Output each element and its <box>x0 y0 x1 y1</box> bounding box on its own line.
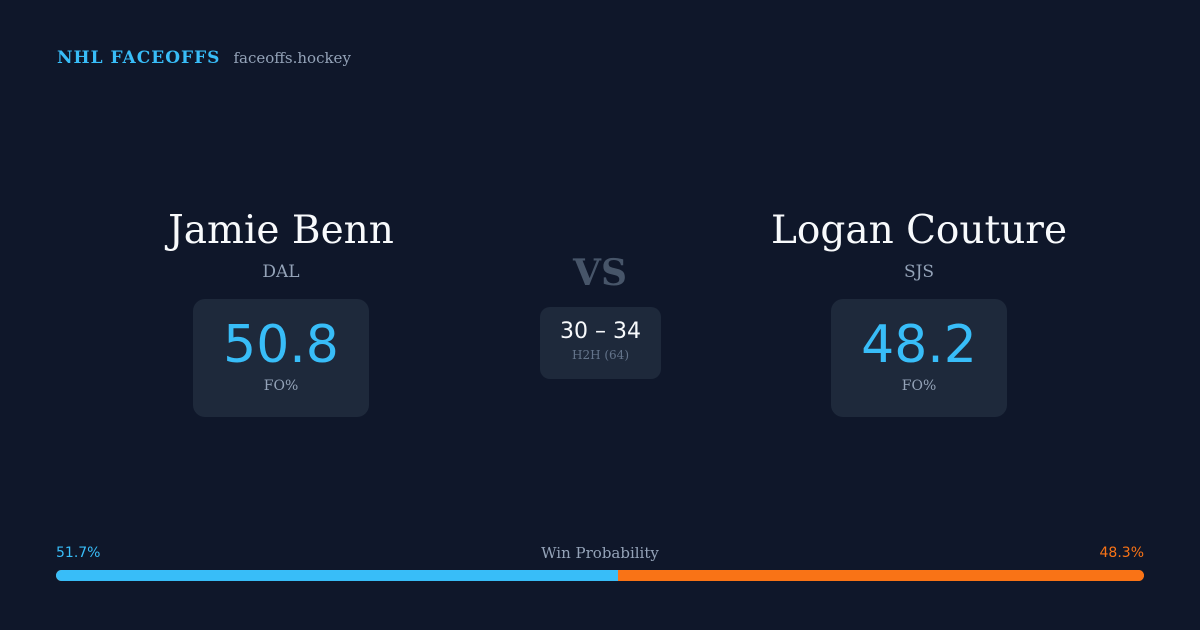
player-right-fo-card: 48.2 FO% <box>831 299 1007 417</box>
win-probability-row: 51.7% Win Probability 48.3% <box>56 543 1144 563</box>
player-left-fo-label: FO% <box>263 378 299 394</box>
h2h-score: 30 – 34 <box>560 319 641 344</box>
player-right-fo-label: FO% <box>901 378 937 394</box>
win-probability-left-value: 51.7% <box>56 545 101 561</box>
brand: NHL FACEOFFS faceoffs.hockey <box>57 48 351 68</box>
player-left-fo-card: 50.8 FO% <box>193 299 369 417</box>
h2h-label: H2H (64) <box>571 348 629 362</box>
win-probability-bar <box>56 570 1144 581</box>
player-left-team: DAL <box>262 262 300 282</box>
win-probability-right-value: 48.3% <box>1099 545 1144 561</box>
win-probability-title: Win Probability <box>541 544 659 562</box>
h2h-card: 30 – 34 H2H (64) <box>540 307 661 379</box>
player-right-team: SJS <box>903 262 935 282</box>
brand-name: NHL FACEOFFS <box>57 48 221 68</box>
player-right-name: Logan Couture <box>770 208 1068 253</box>
versus-label: VS <box>573 252 627 294</box>
player-right: Logan Couture SJS 48.2 FO% <box>709 205 1129 417</box>
player-left-name: Jamie Benn <box>168 208 394 253</box>
brand-domain: faceoffs.hockey <box>233 49 351 67</box>
player-left: Jamie Benn DAL 50.8 FO% <box>71 205 491 417</box>
player-left-fo-value: 50.8 <box>223 315 339 375</box>
player-right-fo-value: 48.2 <box>861 315 977 375</box>
win-probability-bar-right <box>618 570 1144 581</box>
win-probability-bar-left <box>56 570 619 581</box>
